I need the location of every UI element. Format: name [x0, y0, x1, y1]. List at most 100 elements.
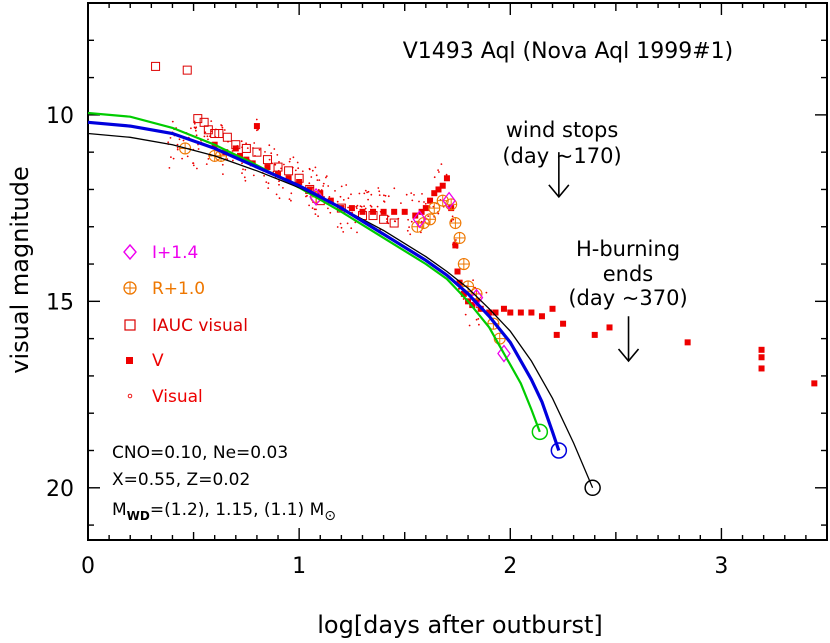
- visual-dot: [472, 279, 474, 282]
- visual-dot: [223, 129, 226, 131]
- i-point: [442, 191, 456, 210]
- visual-dot: [316, 179, 319, 182]
- visual-dot: [387, 215, 390, 218]
- v-point: [264, 164, 271, 171]
- visual-dot: [342, 231, 345, 233]
- visual-dot: [241, 162, 243, 165]
- v-point: [439, 182, 446, 189]
- chart-title: V1493 Aql (Nova Aql 1999#1): [403, 39, 734, 64]
- visual-dot: [283, 163, 285, 166]
- visual-dot: [378, 190, 381, 193]
- visual-dot: [363, 205, 365, 208]
- visual-dot: [310, 176, 313, 178]
- visual-dot: [197, 148, 200, 150]
- visual-dot: [274, 163, 277, 166]
- visual-dot: [273, 148, 276, 150]
- visual-dot: [359, 205, 362, 208]
- visual-dot: [437, 212, 440, 215]
- visual-dot: [278, 183, 280, 186]
- v-point: [427, 197, 434, 204]
- visual-dot: [290, 199, 292, 202]
- visual-dot: [221, 124, 223, 127]
- visual-dot: [210, 120, 213, 122]
- iauc-point: [368, 211, 378, 221]
- visual-dot: [423, 201, 425, 203]
- visual-dot: [311, 207, 314, 210]
- v-point: [285, 175, 292, 182]
- visual-dot: [315, 208, 317, 211]
- visual-dot: [176, 143, 179, 146]
- visual-dot: [270, 152, 273, 155]
- visual-dot: [366, 191, 368, 194]
- visual-dot: [196, 167, 198, 170]
- v-point: [486, 309, 493, 316]
- arrow-head: [617, 348, 640, 363]
- v-point: [549, 305, 556, 312]
- visual-dot: [370, 205, 373, 208]
- v-point: [606, 324, 613, 331]
- hburn-note-line3: (day ~370): [568, 286, 687, 310]
- visual-dot: [364, 189, 367, 192]
- visual-dot: [305, 195, 307, 198]
- visual-dot: [313, 208, 316, 211]
- v-point: [412, 212, 419, 219]
- visual-dot: [438, 171, 440, 173]
- visual-dot: [355, 207, 358, 210]
- visual-dot: [410, 220, 413, 223]
- i-point: [469, 288, 484, 307]
- iauc-point: [389, 218, 399, 228]
- model-end-circle: [550, 442, 568, 459]
- visual-dot: [413, 194, 415, 196]
- visual-dot: [383, 194, 385, 197]
- model-curve: [87, 132, 594, 489]
- visual-dot: [311, 169, 314, 172]
- visual-dot: [477, 318, 480, 320]
- hburn-note-line1: H-burning: [576, 237, 680, 261]
- visual-dot: [170, 156, 172, 159]
- visual-dot: [383, 201, 386, 203]
- x-tick-label: 3: [714, 554, 728, 579]
- visual-dot: [221, 126, 224, 129]
- visual-dot: [176, 146, 179, 149]
- visual-dot: [182, 139, 185, 142]
- visual-dot: [172, 157, 175, 160]
- legend-label-IAUC: IAUC visual: [152, 316, 248, 336]
- visual-dot: [475, 318, 478, 321]
- model-end-circle: [531, 423, 549, 441]
- v-point: [591, 331, 598, 338]
- visual-dot: [301, 170, 304, 173]
- visual-dot: [318, 179, 321, 182]
- visual-dot: [339, 222, 342, 225]
- visual-dot: [476, 306, 478, 309]
- i-point: [412, 210, 427, 229]
- tick-labels: 0 1 2 3 10 15 20: [46, 104, 728, 579]
- y-axis-label: visual magnitude: [6, 166, 34, 373]
- iauc-point: [182, 65, 192, 75]
- visual-dot: [314, 213, 317, 216]
- i-point: [497, 344, 511, 363]
- visual-dot: [255, 118, 258, 121]
- visual-dot: [308, 204, 310, 207]
- visual-dot: [282, 187, 284, 189]
- visual-dot: [193, 126, 196, 129]
- visual-dot: [407, 218, 409, 221]
- x-tick-label: 1: [292, 554, 306, 579]
- visual-dot: [377, 187, 380, 189]
- visual-dot: [393, 220, 396, 223]
- visual-dot: [244, 179, 247, 182]
- visual-dot: [367, 190, 370, 193]
- visual-dot: [347, 197, 350, 200]
- model-parameters: CNO=0.10, Ne=0.03 X=0.55, Z=0.02 MWD=(1.…: [112, 443, 336, 524]
- v-point: [684, 339, 691, 346]
- visual-dot: [451, 215, 454, 218]
- visual-dot: [195, 129, 197, 132]
- visual-dot: [409, 233, 412, 236]
- visual-dot: [418, 200, 420, 203]
- legend-label-Visual: Visual: [152, 387, 203, 407]
- visual-dot: [289, 158, 292, 160]
- visual-dot: [240, 140, 243, 143]
- visual-dot: [339, 195, 342, 198]
- visual-dot: [207, 158, 210, 160]
- visual-dot: [369, 204, 372, 207]
- visual-dot: [190, 127, 192, 130]
